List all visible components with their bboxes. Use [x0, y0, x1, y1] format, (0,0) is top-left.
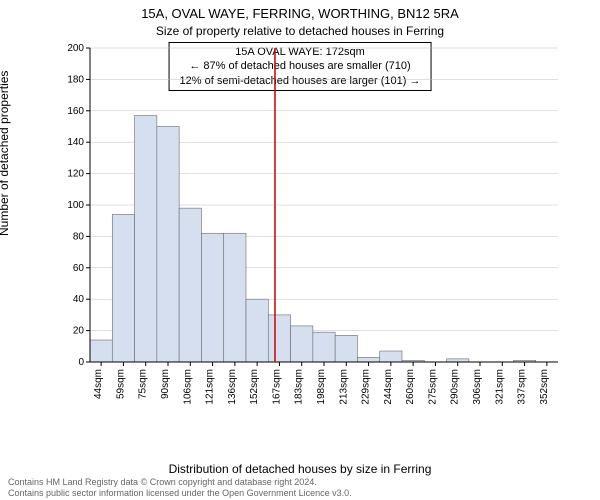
svg-text:20: 20: [73, 326, 85, 337]
svg-text:75sqm: 75sqm: [138, 369, 149, 399]
svg-text:90sqm: 90sqm: [160, 369, 171, 399]
svg-text:337sqm: 337sqm: [517, 369, 528, 405]
chart-container: 15A, OVAL WAYE, FERRING, WORTHING, BN12 …: [0, 0, 600, 500]
svg-text:244sqm: 244sqm: [383, 369, 394, 405]
svg-text:140: 140: [67, 137, 84, 148]
svg-text:275sqm: 275sqm: [427, 369, 438, 405]
y-axis-label: Number of detached properties: [0, 71, 11, 236]
svg-text:321sqm: 321sqm: [494, 369, 505, 405]
svg-text:152sqm: 152sqm: [249, 369, 260, 405]
svg-text:80: 80: [73, 231, 85, 242]
svg-text:200: 200: [67, 44, 84, 54]
title-main: 15A, OVAL WAYE, FERRING, WORTHING, BN12 …: [0, 6, 600, 21]
svg-text:290sqm: 290sqm: [450, 369, 461, 405]
svg-text:183sqm: 183sqm: [294, 369, 305, 405]
title-sub: Size of property relative to detached ho…: [0, 24, 600, 38]
svg-text:59sqm: 59sqm: [115, 369, 126, 399]
x-axis-label: Distribution of detached houses by size …: [0, 462, 600, 476]
svg-text:306sqm: 306sqm: [472, 369, 483, 405]
svg-text:106sqm: 106sqm: [182, 369, 193, 405]
svg-text:229sqm: 229sqm: [361, 369, 372, 405]
chart-area: 0 20 40 60 80 100 120 140 160 180 200 44sqm 59sqm 75s…: [58, 44, 566, 414]
footer-text: Contains HM Land Registry data © Crown c…: [8, 477, 352, 498]
histogram-plot: 0 20 40 60 80 100 120 140 160 180 200 44sqm 59sqm 75s…: [58, 44, 566, 414]
svg-text:198sqm: 198sqm: [316, 369, 327, 405]
svg-text:213sqm: 213sqm: [338, 369, 349, 405]
svg-text:0: 0: [78, 357, 84, 368]
svg-text:260sqm: 260sqm: [405, 369, 416, 405]
footer-line-2: Contains public sector information licen…: [8, 488, 352, 498]
svg-text:44sqm: 44sqm: [93, 369, 104, 399]
footer-line-1: Contains HM Land Registry data © Crown c…: [8, 477, 352, 487]
svg-text:40: 40: [73, 294, 85, 305]
svg-text:121sqm: 121sqm: [205, 369, 216, 405]
svg-text:120: 120: [67, 169, 84, 180]
svg-text:136sqm: 136sqm: [227, 369, 238, 405]
svg-text:160: 160: [67, 106, 84, 117]
svg-text:352sqm: 352sqm: [539, 369, 550, 405]
svg-text:100: 100: [67, 200, 84, 211]
svg-text:60: 60: [73, 263, 85, 274]
svg-text:180: 180: [67, 74, 84, 85]
svg-text:167sqm: 167sqm: [271, 369, 282, 405]
